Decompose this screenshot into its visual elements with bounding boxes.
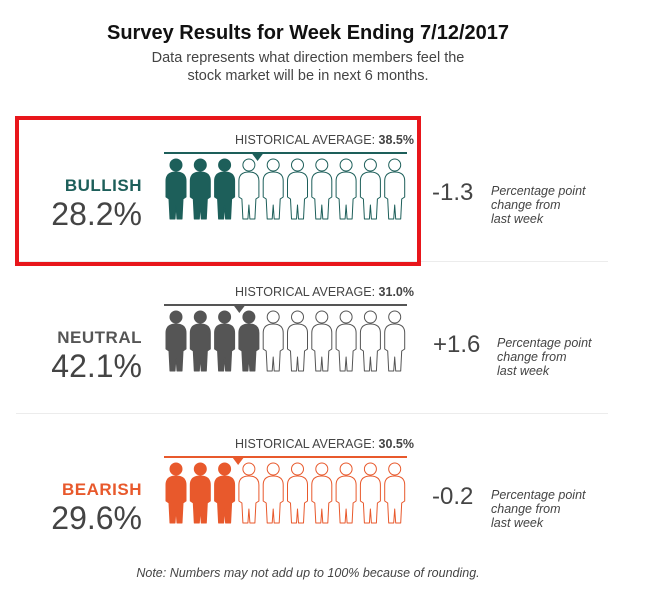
chart-title: Survey Results for Week Ending 7/12/2017: [106, 22, 510, 44]
bullish-group: HISTORICAL AVERAGE: 38.5% BULLISH 28.2% -1.…: [0, 133, 647, 273]
bearish-label: BEARISH: [61, 480, 142, 499]
bullish-person-icon: [311, 158, 333, 220]
subtitle-line-2: stock market will be in next 6 months.: [187, 68, 429, 84]
bullish-historical-marker: [251, 153, 264, 161]
change-caption-line-3: last week: [491, 516, 544, 530]
neutral-group: HISTORICAL AVERAGE: 31.0% NEUTRAL 42.1% +1.…: [0, 285, 647, 425]
neutral-person-icon: [238, 310, 260, 372]
bullish-label: BULLISH: [64, 176, 142, 195]
neutral-historical-average: HISTORICAL AVERAGE: 31.0%: [235, 285, 414, 299]
change-caption-line-3: last week: [497, 364, 550, 378]
bullish-person-icon: [262, 158, 284, 220]
neutral-person-icon: [262, 310, 284, 372]
bearish-change-value: -0.2: [432, 483, 474, 510]
bearish-person-icon: [238, 462, 260, 524]
bullish-highlight-box: [15, 116, 421, 266]
bullish-change-caption: Percentage point change from last week: [491, 184, 621, 226]
subtitle-line-1: Data represents what direction members f…: [151, 50, 465, 66]
neutral-change-caption: Percentage point change from last week: [497, 336, 627, 378]
neutral-label: NEUTRAL: [57, 328, 142, 347]
bearish-person-icon: [359, 462, 381, 524]
neutral-person-icon: [287, 310, 308, 372]
change-caption-line-2: change from: [491, 502, 561, 516]
bearish-person-icon: [214, 462, 236, 524]
bearish-historical-marker: [232, 457, 245, 465]
bearish-historical-value: 30.5%: [378, 437, 414, 451]
neutral-percent: 42.1%: [51, 348, 142, 384]
neutral-person-icon: [311, 310, 333, 372]
bullish-change-value: -1.3: [432, 179, 474, 206]
bullish-person-icon: [335, 158, 357, 220]
bearish-person-icon: [311, 462, 333, 524]
neutral-person-icon: [335, 310, 357, 372]
neutral-person-icon: [384, 310, 406, 372]
bearish-person-icon: [335, 462, 357, 524]
bearish-person-icon: [262, 462, 284, 524]
neutral-historical-value: 31.0%: [378, 285, 414, 299]
historical-average-label: HISTORICAL AVERAGE:: [234, 133, 376, 147]
bearish-person-icon: [165, 462, 187, 524]
bullish-pictogram: [164, 152, 407, 220]
change-caption-line-1: Percentage point: [491, 488, 586, 502]
bearish-change-caption: Percentage point change from last week: [491, 488, 621, 530]
bullish-person-icon: [287, 158, 308, 220]
neutral-person-icon: [359, 310, 381, 372]
neutral-historical-marker: [233, 305, 246, 313]
bearish-group: HISTORICAL AVERAGE: 30.5% BEARISH 29.6% -0.…: [0, 437, 647, 577]
bullish-person-icon: [189, 158, 211, 220]
change-caption-line-2: change from: [491, 198, 561, 212]
neutral-change-value: +1.6: [433, 331, 481, 358]
bullish-person-icon: [238, 158, 260, 220]
bearish-pictogram: [164, 456, 407, 524]
bullish-person-icon: [384, 158, 406, 220]
bullish-historical-average: HISTORICAL AVERAGE: 38.5%: [235, 133, 414, 147]
neutral-person-icon: [165, 310, 187, 372]
bullish-person-icon: [214, 158, 236, 220]
bullish-historical-value: 38.5%: [378, 133, 414, 147]
divider-2: [16, 413, 608, 414]
bearish-percent: 29.6%: [51, 500, 142, 536]
neutral-pictogram: [164, 304, 407, 372]
change-caption-line-1: Percentage point: [497, 336, 592, 350]
change-caption-line-1: Percentage point: [491, 184, 586, 198]
change-caption-line-3: last week: [491, 212, 544, 226]
divider-1: [16, 261, 608, 262]
chart-subtitle: Data represents what direction members f…: [0, 49, 616, 85]
bearish-person-icon: [287, 462, 308, 524]
bearish-historical-average: HISTORICAL AVERAGE: 30.5%: [235, 437, 414, 451]
historical-average-label: HISTORICAL AVERAGE:: [234, 285, 376, 299]
bullish-person-icon: [165, 158, 187, 220]
historical-average-label: HISTORICAL AVERAGE:: [234, 437, 376, 451]
footnote: Note: Numbers may not add up to 100% bec…: [136, 566, 480, 580]
bearish-person-icon: [384, 462, 406, 524]
change-caption-line-2: change from: [497, 350, 567, 364]
bullish-person-icon: [359, 158, 381, 220]
neutral-person-icon: [189, 310, 211, 372]
bullish-percent: 28.2%: [51, 196, 142, 232]
bearish-person-icon: [189, 462, 211, 524]
neutral-person-icon: [214, 310, 236, 372]
